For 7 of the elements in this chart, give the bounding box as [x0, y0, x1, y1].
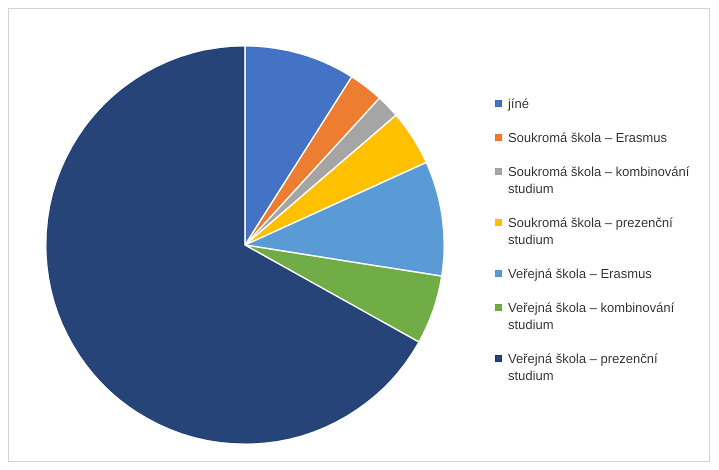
legend-label: jíné — [508, 95, 529, 112]
legend-label: Veřejná škola – prezenční studium — [508, 350, 659, 384]
legend-label: Soukromá škola – kombinování studium — [508, 163, 690, 197]
legend-label: Soukromá škola – prezenční studium — [508, 214, 674, 248]
legend-label: Soukromá škola – Erasmus — [508, 129, 667, 146]
legend-label: Veřejná škola – kombinování studium — [508, 299, 676, 333]
legend-label: Veřejná škola – Erasmus — [508, 265, 652, 282]
